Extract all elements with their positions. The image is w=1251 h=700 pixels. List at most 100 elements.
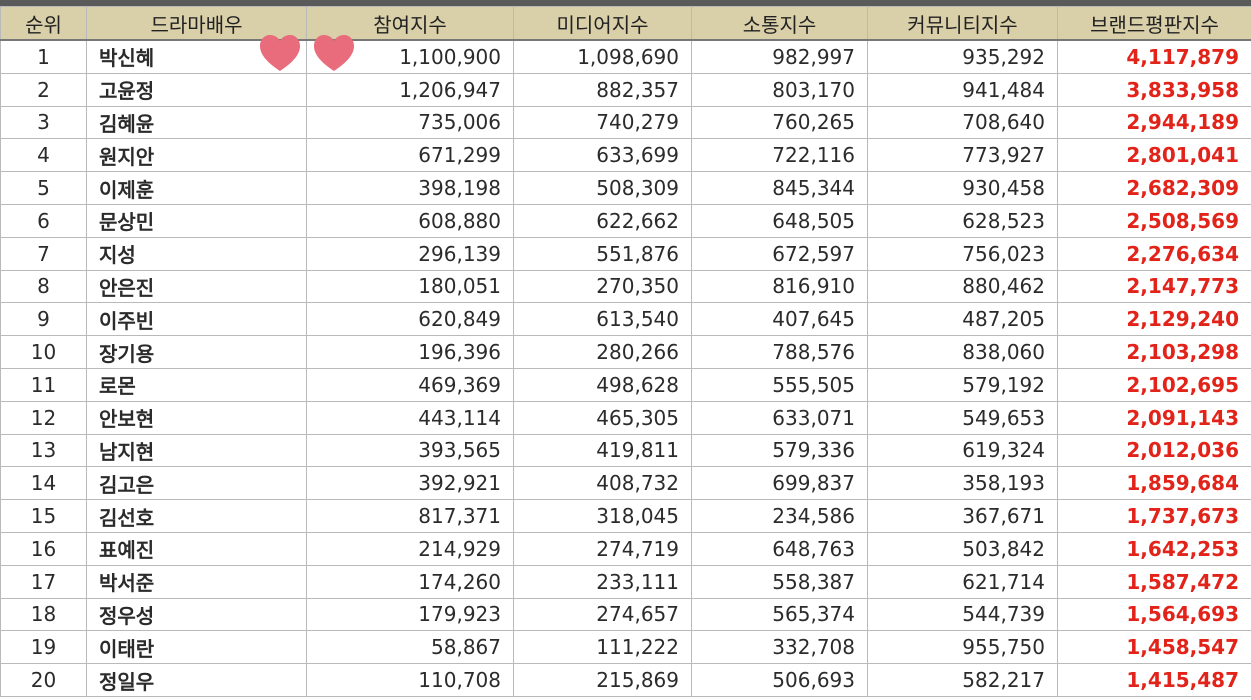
table-row: 7 지성 296,139 551,876 672,597 756,023 2,276,634 (0, 236, 1251, 271)
table-row: 10 장기용 196,396 280,266 788,576 838,060 2,103,2… (0, 335, 1251, 369)
header-name: 드라마배우 (86, 6, 307, 41)
cell-rank: 8 (0, 269, 87, 304)
table-body: 1 박신혜 1,100,900 1,098,690 982,997 935,292 4,11… (0, 39, 1251, 697)
cell-total: 2,508,569 (1057, 203, 1251, 238)
cell-rank: 20 (0, 663, 87, 697)
cell-participation: 1,100,900 (306, 39, 514, 74)
heart-icon (314, 35, 354, 71)
cell-actor-name: 지성 (86, 236, 307, 271)
cell-total: 4,117,879 (1057, 39, 1251, 74)
cell-community: 930,458 (867, 171, 1058, 205)
cell-participation: 174,260 (306, 564, 514, 599)
cell-participation: 817,371 (306, 499, 514, 533)
cell-communication: 845,344 (691, 171, 868, 205)
cell-actor-name: 이태란 (86, 630, 307, 665)
cell-rank: 14 (0, 466, 87, 501)
cell-total: 2,944,189 (1057, 105, 1251, 140)
cell-rank: 6 (0, 203, 87, 238)
cell-communication: 699,837 (691, 466, 868, 501)
cell-media: 270,350 (513, 269, 692, 304)
cell-communication: 633,071 (691, 400, 868, 435)
table-row: 1 박신혜 1,100,900 1,098,690 982,997 935,292 4,11… (0, 39, 1251, 74)
cell-media: 233,111 (513, 564, 692, 599)
cell-communication: 506,693 (691, 663, 868, 697)
cell-rank: 4 (0, 138, 87, 173)
cell-participation: 296,139 (306, 236, 514, 271)
cell-actor-name: 안보현 (86, 400, 307, 435)
cell-media: 740,279 (513, 105, 692, 140)
cell-media: 551,876 (513, 236, 692, 271)
table-row: 5 이제훈 398,198 508,309 845,344 930,458 2,682,30… (0, 171, 1251, 205)
cell-communication: 555,505 (691, 367, 868, 402)
cell-community: 880,462 (867, 269, 1058, 304)
header-rank: 순위 (0, 6, 87, 41)
cell-actor-name: 이제훈 (86, 171, 307, 205)
cell-participation: 1,206,947 (306, 72, 514, 107)
cell-rank: 5 (0, 171, 87, 205)
cell-communication: 579,336 (691, 433, 868, 468)
cell-rank: 16 (0, 531, 87, 566)
cell-media: 111,222 (513, 630, 692, 665)
cell-participation: 735,006 (306, 105, 514, 140)
cell-actor-name: 표예진 (86, 531, 307, 566)
cell-media: 318,045 (513, 499, 692, 533)
header-media: 미디어지수 (513, 6, 692, 41)
brand-reputation-table: 순위 드라마배우 참여지수 미디어지수 소통지수 커뮤니티지수 브랜드평판지수 … (0, 6, 1251, 697)
cell-media: 882,357 (513, 72, 692, 107)
cell-communication: 234,586 (691, 499, 868, 533)
top-border-strip (0, 0, 1251, 6)
table-row: 16 표예진 214,929 274,719 648,763 503,842 1,642,2… (0, 531, 1251, 566)
cell-communication: 803,170 (691, 72, 868, 107)
cell-communication: 332,708 (691, 630, 868, 665)
cell-total: 2,102,695 (1057, 367, 1251, 402)
cell-communication: 982,997 (691, 39, 868, 74)
cell-total: 1,587,472 (1057, 564, 1251, 599)
cell-total: 2,012,036 (1057, 433, 1251, 468)
cell-rank: 19 (0, 630, 87, 665)
cell-actor-name: 정일우 (86, 663, 307, 697)
table-row: 20 정일우 110,708 215,869 506,693 582,217 1,415,4… (0, 663, 1251, 697)
cell-communication: 672,597 (691, 236, 868, 271)
cell-community: 955,750 (867, 630, 1058, 665)
cell-rank: 11 (0, 367, 87, 402)
cell-rank: 9 (0, 302, 87, 337)
cell-communication: 648,763 (691, 531, 868, 566)
table-row: 15 김선호 817,371 318,045 234,586 367,671 1,737,6… (0, 499, 1251, 533)
cell-total: 2,129,240 (1057, 302, 1251, 337)
cell-actor-name: 원지안 (86, 138, 307, 173)
cell-media: 613,540 (513, 302, 692, 337)
header-participation: 참여지수 (306, 6, 514, 41)
cell-participation: 671,299 (306, 138, 514, 173)
cell-communication: 558,387 (691, 564, 868, 599)
cell-media: 465,305 (513, 400, 692, 435)
cell-rank: 1 (0, 39, 87, 74)
cell-communication: 760,265 (691, 105, 868, 140)
cell-total: 2,103,298 (1057, 335, 1251, 369)
cell-actor-name: 박서준 (86, 564, 307, 599)
cell-media: 622,662 (513, 203, 692, 238)
cell-rank: 7 (0, 236, 87, 271)
cell-rank: 12 (0, 400, 87, 435)
cell-media: 633,699 (513, 138, 692, 173)
table-row: 11 로몬 469,369 498,628 555,505 579,192 2,102,69… (0, 367, 1251, 402)
cell-community: 708,640 (867, 105, 1058, 140)
header-communication: 소통지수 (691, 6, 868, 41)
table-row: 18 정우성 179,923 274,657 565,374 544,739 1,564,6… (0, 597, 1251, 632)
cell-community: 487,205 (867, 302, 1058, 337)
cell-community: 941,484 (867, 72, 1058, 107)
table-row: 9 이주빈 620,849 613,540 407,645 487,205 2,129,24… (0, 302, 1251, 337)
cell-media: 274,719 (513, 531, 692, 566)
cell-community: 579,192 (867, 367, 1058, 402)
table-row: 4 원지안 671,299 633,699 722,116 773,927 2,801,04… (0, 138, 1251, 173)
cell-rank: 15 (0, 499, 87, 533)
table-header-row: 순위 드라마배우 참여지수 미디어지수 소통지수 커뮤니티지수 브랜드평판지수 (0, 6, 1251, 41)
table-row: 19 이태란 58,867 111,222 332,708 955,750 1,458,54… (0, 630, 1251, 665)
cell-participation: 443,114 (306, 400, 514, 435)
cell-actor-name: 로몬 (86, 367, 307, 402)
table-row: 14 김고은 392,921 408,732 699,837 358,193 1,859,6… (0, 466, 1251, 501)
cell-participation: 398,198 (306, 171, 514, 205)
cell-actor-name: 안은진 (86, 269, 307, 304)
cell-participation: 608,880 (306, 203, 514, 238)
header-community: 커뮤니티지수 (867, 6, 1058, 41)
cell-actor-name: 남지현 (86, 433, 307, 468)
